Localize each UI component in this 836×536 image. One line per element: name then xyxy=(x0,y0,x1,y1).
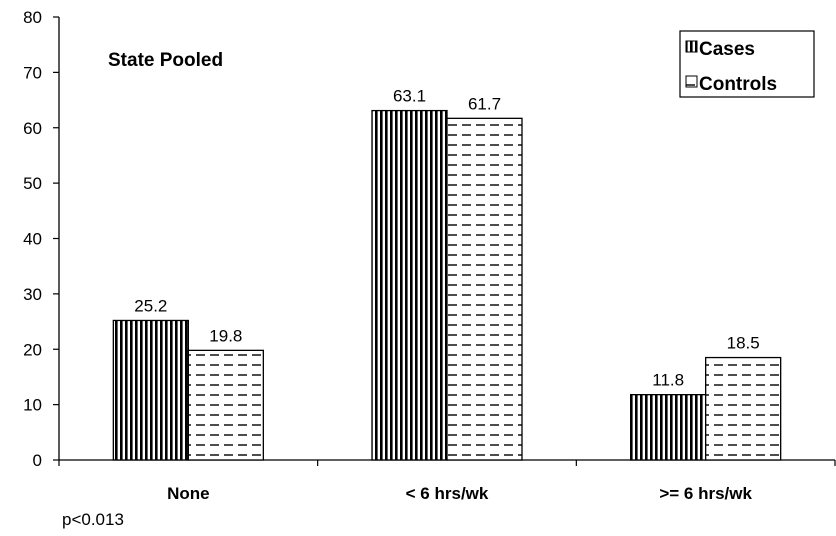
y-tick-label: 50 xyxy=(23,174,42,193)
y-tick-label: 40 xyxy=(23,230,42,249)
bar-controls xyxy=(187,349,264,461)
y-tick-label: 20 xyxy=(23,340,42,359)
bar-controls xyxy=(705,356,782,461)
y-tick-label: 30 xyxy=(23,285,42,304)
data-label-controls: 18.5 xyxy=(727,334,760,353)
data-labels: 25.2 19.8 63.1 61.7 11.8 18.5 xyxy=(134,87,759,390)
category-label: >= 6 hrs/wk xyxy=(659,484,752,503)
legend-box xyxy=(679,30,815,98)
bars xyxy=(112,109,782,461)
category-label: < 6 hrs/wk xyxy=(406,484,489,503)
chart-title: State Pooled xyxy=(108,50,223,71)
legend-label-cases: Cases xyxy=(699,39,755,60)
bar-cases xyxy=(630,394,707,461)
x-ticks xyxy=(58,460,836,466)
legend-swatch-controls xyxy=(685,75,698,88)
legend: Cases Controls xyxy=(679,30,815,98)
data-label-cases: 63.1 xyxy=(393,87,426,106)
legend-swatch-cases xyxy=(685,40,698,53)
category-labels: None < 6 hrs/wk >= 6 hrs/wk xyxy=(167,484,752,503)
y-tick-label: 10 xyxy=(23,396,42,415)
data-label-controls: 19.8 xyxy=(209,326,242,345)
y-tick-label: 70 xyxy=(23,63,42,82)
legend-label-controls: Controls xyxy=(699,74,777,95)
data-label-cases: 11.8 xyxy=(652,371,684,390)
bar-controls xyxy=(446,117,523,461)
data-label-cases: 25.2 xyxy=(134,296,167,315)
y-tick-label: 60 xyxy=(23,119,42,138)
p-value-note: p<0.013 xyxy=(62,510,124,529)
y-tick-label: 0 xyxy=(33,451,42,470)
y-tick-label: 80 xyxy=(23,8,42,27)
bar-cases xyxy=(112,319,189,461)
y-ticks: 0 10 20 30 40 50 60 70 80 xyxy=(23,8,59,470)
bar-cases xyxy=(371,109,448,461)
data-label-controls: 61.7 xyxy=(468,94,501,113)
category-label: None xyxy=(167,484,210,503)
